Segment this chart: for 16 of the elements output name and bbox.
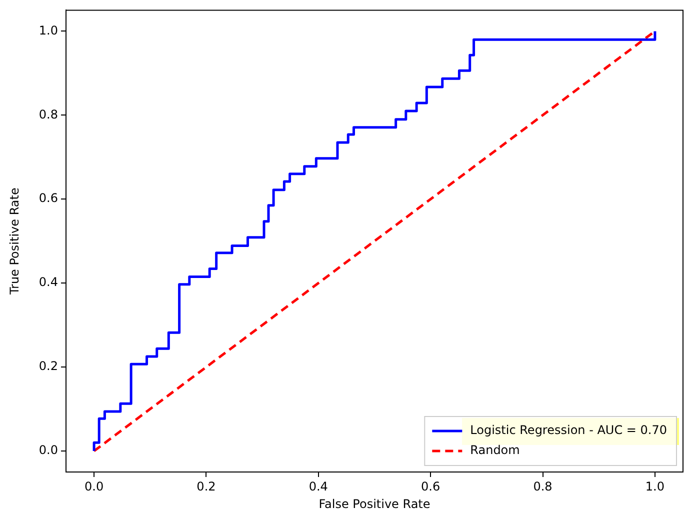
y-tick-label: 0.6 xyxy=(38,191,58,206)
legend-label: Logistic Regression - AUC = 0.70 xyxy=(470,423,668,438)
y-tick-label: 0.0 xyxy=(38,443,58,458)
x-tick-label: 0.2 xyxy=(196,479,216,494)
x-tick-label: 0.8 xyxy=(533,479,552,494)
y-tick-label: 0.4 xyxy=(38,275,58,290)
y-tick-label: 1.0 xyxy=(38,23,58,38)
x-tick-label: 1.0 xyxy=(645,479,664,494)
y-tick-label: 0.8 xyxy=(38,107,58,122)
x-tick-label: 0.0 xyxy=(84,479,104,494)
x-axis-title: False Positive Rate xyxy=(318,496,430,511)
y-axis-title: True Positive Rate xyxy=(7,188,22,296)
x-tick-label: 0.4 xyxy=(308,479,328,494)
legend-label: Random xyxy=(470,443,520,458)
x-tick-label: 0.6 xyxy=(421,479,440,494)
y-tick-label: 0.2 xyxy=(38,359,58,374)
